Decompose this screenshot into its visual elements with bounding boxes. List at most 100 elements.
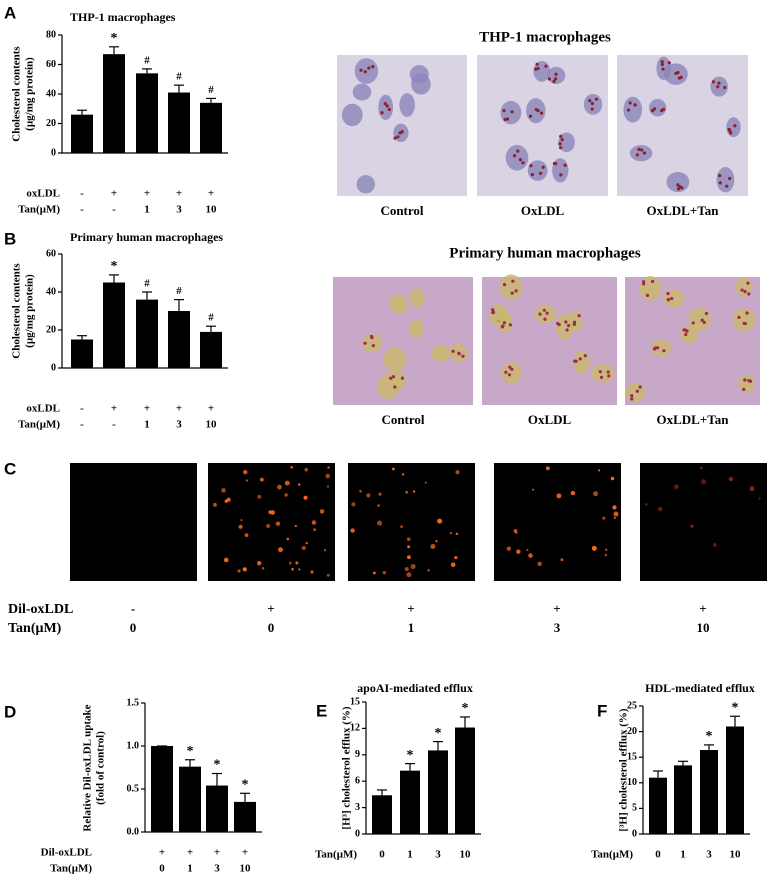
micrograph-caption: OxLDL+Tan <box>647 203 720 218</box>
significance-marker: * <box>435 726 442 741</box>
y-tick-label: 40 <box>46 286 56 297</box>
lipid-droplet <box>543 317 547 321</box>
lipid-droplet <box>564 320 568 324</box>
lipid-droplet <box>742 387 746 392</box>
lipid-droplet <box>541 165 545 169</box>
lipid-droplet <box>711 80 715 84</box>
fluorescent-spot <box>602 516 606 520</box>
condition-label: Tan(μM) <box>18 204 60 216</box>
lipid-droplet <box>502 283 507 287</box>
significance-marker: * <box>242 778 249 793</box>
lipid-droplet <box>674 71 678 75</box>
significance-marker: * <box>407 748 414 763</box>
lipid-droplet <box>518 158 523 162</box>
lipid-droplet <box>633 103 637 107</box>
lipid-droplet <box>528 114 533 118</box>
fluorescent-spot <box>266 523 271 528</box>
lipid-droplet <box>502 109 506 113</box>
lipid-droplet <box>729 131 733 135</box>
fluorescent-spot <box>303 495 308 500</box>
condition-value: 3 <box>706 849 712 861</box>
cell <box>591 364 615 383</box>
fluorescent-spot <box>323 549 327 552</box>
fluorescent-spot <box>430 543 436 549</box>
y-tick-label: 1.5 <box>127 697 140 708</box>
bar <box>103 54 125 153</box>
fluorescent-spot <box>591 545 597 551</box>
fluorescent-spot <box>244 533 249 538</box>
lipid-droplet <box>359 68 363 72</box>
lipid-droplet <box>506 117 510 121</box>
lipid-droplet <box>667 61 671 65</box>
condition-value: + <box>111 403 117 415</box>
fluorescent-spot <box>286 537 290 541</box>
lipid-droplet <box>577 314 581 318</box>
lipid-droplet <box>746 281 750 285</box>
micrograph-title: Primary human macrophages <box>449 245 641 261</box>
cell <box>666 171 690 193</box>
panel-letter: A <box>4 3 16 22</box>
condition-value: 0 <box>655 849 661 861</box>
cell <box>726 117 741 138</box>
y-tick-label: 9 <box>355 749 360 760</box>
condition-value: 10 <box>697 620 710 635</box>
fluorescent-spot <box>301 545 306 551</box>
significance-marker: * <box>732 700 739 715</box>
lipid-droplet <box>367 66 371 70</box>
fluorescent-spot <box>406 537 411 541</box>
fluorescent-spot <box>305 542 308 545</box>
condition-value: - <box>80 204 84 216</box>
fluorescent-spot <box>657 506 663 512</box>
condition-label: Dil-oxLDL <box>41 847 92 859</box>
bar <box>700 750 718 834</box>
fluorescent-spot <box>455 470 460 475</box>
micrograph-caption: OxLDL+Tan <box>657 412 730 427</box>
fluorescent-spot <box>295 561 299 565</box>
lipid-droplet <box>737 315 741 319</box>
fluorescence-image <box>494 463 621 581</box>
significance-marker: # <box>176 285 182 297</box>
bar <box>372 795 392 834</box>
lipid-droplet <box>503 117 507 122</box>
lipid-droplet <box>662 349 666 353</box>
cell <box>534 304 557 324</box>
condition-label: Dil-oxLDL <box>8 602 73 617</box>
y-axis-label: Relative Dil-oxLDL uptake <box>82 704 94 831</box>
condition-value: + <box>242 847 248 859</box>
condition-label: Tan(μM) <box>591 849 633 861</box>
y-axis-label: (µg/mg protein) <box>24 57 36 131</box>
fluorescent-spot <box>532 488 535 491</box>
lipid-droplet <box>387 107 391 112</box>
cell <box>411 73 431 95</box>
lipid-droplet <box>573 359 577 363</box>
lipid-droplet <box>559 134 563 138</box>
condition-value: 0 <box>379 849 385 861</box>
fluorescent-spot <box>291 567 294 571</box>
condition-value: 3 <box>554 620 561 635</box>
lipid-droplet <box>733 124 737 128</box>
lipid-droplet <box>535 62 539 66</box>
lipid-droplet <box>383 102 387 106</box>
lipid-droplet <box>393 136 397 140</box>
y-tick-label: 25 <box>627 700 637 711</box>
fluorescence-image <box>70 463 197 581</box>
bar <box>71 114 93 153</box>
lipid-droplet <box>538 171 543 175</box>
lipid-droplet <box>700 318 704 322</box>
lipid-droplet <box>566 323 571 328</box>
fluorescent-spot <box>593 491 599 497</box>
bar <box>428 750 448 834</box>
fluorescent-spot <box>290 465 293 469</box>
significance-marker: * <box>187 744 194 759</box>
bar <box>726 726 744 834</box>
fluorescent-spot <box>506 546 512 551</box>
fluorescent-spot <box>213 502 217 507</box>
condition-value: 1 <box>144 419 150 431</box>
fluorescent-spot <box>570 490 576 496</box>
condition-label: Tan(μM) <box>18 419 60 431</box>
fluorescent-spot <box>758 497 761 500</box>
cell <box>356 175 375 194</box>
lipid-droplet <box>510 110 514 114</box>
lipid-droplet <box>606 370 610 374</box>
cell <box>552 158 569 183</box>
